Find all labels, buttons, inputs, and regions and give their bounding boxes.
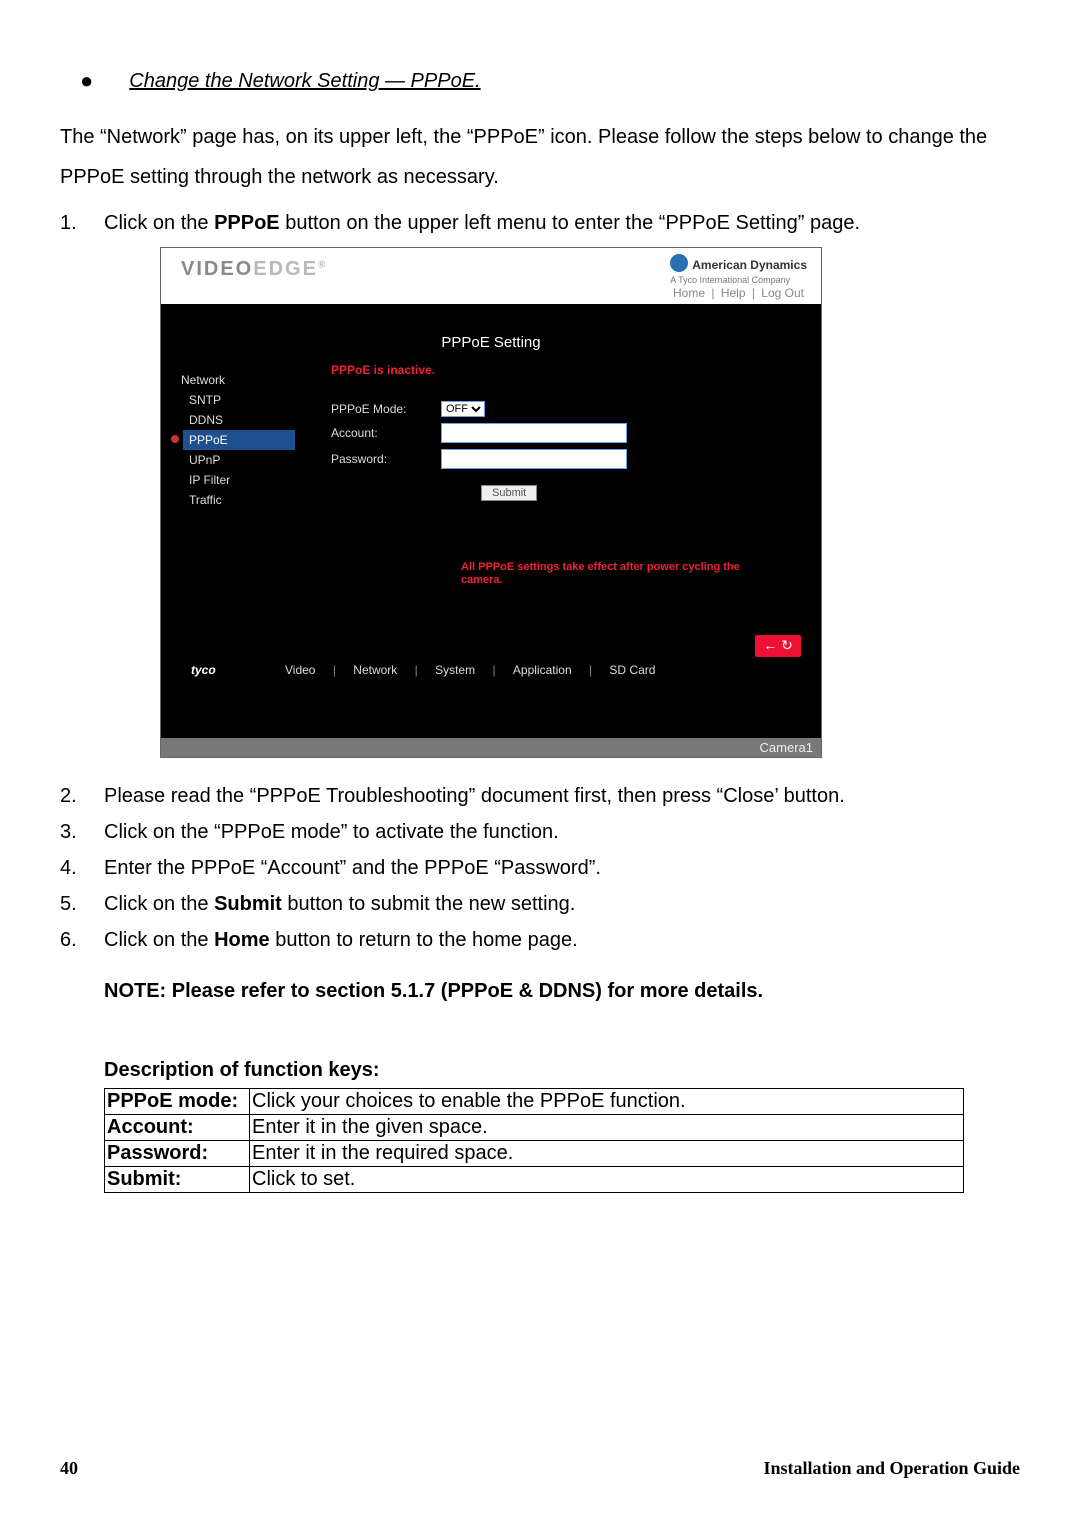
select-pppoe-mode[interactable]: OFF <box>441 401 485 417</box>
step-text: Click on the <box>104 893 214 915</box>
step-text: button to submit the new setting. <box>282 893 576 915</box>
step-text: Click on the <box>104 212 214 234</box>
fk-key: PPPoE mode: <box>105 1089 250 1115</box>
ad-sub: A Tyco International Company <box>670 275 790 285</box>
note-text: NOTE: Please refer to section 5.1.7 (PPP… <box>104 980 1020 1003</box>
fk-key: Password: <box>105 1141 250 1167</box>
row-mode: PPPoE Mode: OFF <box>331 401 821 417</box>
step-text: Enter the PPPoE “Account” and the PPPoE … <box>104 850 1020 886</box>
camera-label: Camera1 <box>161 738 821 757</box>
step-text: Click on the <box>104 929 214 951</box>
intro-paragraph: The “Network” page has, on its upper lef… <box>60 117 1020 197</box>
table-row: PPPoE mode:Click your choices to enable … <box>105 1089 964 1115</box>
label-password: Password: <box>331 452 441 466</box>
input-account[interactable] <box>441 423 627 443</box>
input-password[interactable] <box>441 449 627 469</box>
fk-key: Account: <box>105 1115 250 1141</box>
sidebar-item-upnp[interactable]: UPnP <box>175 450 295 470</box>
step-5: 5.Click on the Submit button to submit t… <box>60 886 1020 922</box>
bottom-menu: Video | Network | System | Application |… <box>271 663 669 677</box>
step-num: 5. <box>60 886 104 922</box>
brand-reg: ® <box>318 259 327 270</box>
fk-val: Click your choices to enable the PPPoE f… <box>250 1089 964 1115</box>
section-heading: ● Change the Network Setting — PPPoE. <box>60 70 1020 93</box>
sidebar-item-ipfilter[interactable]: IP Filter <box>175 470 295 490</box>
sidebar-item-ddns[interactable]: DDNS <box>175 410 295 430</box>
nav-back-refresh-icon[interactable]: ← ↻ <box>755 635 801 657</box>
tyco-logo: tyco <box>191 663 216 677</box>
sidebar: Network SNTP DDNS PPPoE UPnP IP Filter T… <box>175 370 295 510</box>
step-6: 6.Click on the Home button to return to … <box>60 922 1020 958</box>
step-1: 1. Click on the PPPoE button on the uppe… <box>60 205 1020 241</box>
step-num: 2. <box>60 778 104 814</box>
panel-title: PPPoE Setting <box>161 318 821 363</box>
step-num: 4. <box>60 850 104 886</box>
sidebar-item-pppoe[interactable]: PPPoE <box>183 430 295 450</box>
menu-application[interactable]: Application <box>513 663 572 677</box>
page-footer: 40 Installation and Operation Guide <box>60 1458 1020 1479</box>
step-bold: Home <box>214 929 270 951</box>
guide-title: Installation and Operation Guide <box>763 1458 1020 1479</box>
brand-logo: VIDEOEDGE® <box>181 258 327 281</box>
ad-name: American Dynamics <box>692 258 807 272</box>
step-text: Please read the “PPPoE Troubleshooting” … <box>104 778 1020 814</box>
step-bold: Submit <box>214 893 282 915</box>
table-row: Account:Enter it in the given space. <box>105 1115 964 1141</box>
menu-system[interactable]: System <box>435 663 475 677</box>
menu-sdcard[interactable]: SD Card <box>609 663 655 677</box>
function-key-table: PPPoE mode:Click your choices to enable … <box>104 1088 964 1193</box>
description-heading: Description of function keys: <box>104 1059 1020 1082</box>
fk-key: Submit: <box>105 1167 250 1193</box>
fk-val: Click to set. <box>250 1167 964 1193</box>
page-number: 40 <box>60 1458 78 1479</box>
warning-text: All PPPoE settings take effect after pow… <box>461 561 761 587</box>
submit-button[interactable]: Submit <box>481 485 537 501</box>
screenshot-body: PPPoE Setting Network SNTP DDNS PPPoE UP… <box>161 318 821 738</box>
brand-part: EDGE <box>253 258 318 280</box>
ad-logo-icon <box>670 254 688 272</box>
step-2: 2.Please read the “PPPoE Troubleshooting… <box>60 778 1020 814</box>
step-text: button on the upper left menu to enter t… <box>280 212 860 234</box>
row-password: Password: <box>331 449 821 469</box>
screenshot-panel: VIDEOEDGE® American Dynamics A Tyco Inte… <box>160 247 822 758</box>
step-3: 3.Click on the “PPPoE mode” to activate … <box>60 814 1020 850</box>
step-num: 1. <box>60 205 104 241</box>
screenshot-bottom-bar: ← ↻ tyco Video | Network | System | Appl… <box>161 657 821 685</box>
sidebar-item-traffic[interactable]: Traffic <box>175 490 295 510</box>
table-row: Password:Enter it in the required space. <box>105 1141 964 1167</box>
fk-val: Enter it in the required space. <box>250 1141 964 1167</box>
sidebar-item-sntp[interactable]: SNTP <box>175 390 295 410</box>
menu-video[interactable]: Video <box>285 663 315 677</box>
label-account: Account: <box>331 426 441 440</box>
home-link[interactable]: Home <box>673 286 705 300</box>
step-num: 6. <box>60 922 104 958</box>
help-link[interactable]: Help <box>721 286 746 300</box>
menu-network[interactable]: Network <box>353 663 397 677</box>
top-links: Home | Help | Log Out <box>670 286 807 300</box>
brand-part: VIDEO <box>181 258 253 280</box>
step-num: 3. <box>60 814 104 850</box>
sidebar-item-network[interactable]: Network <box>175 370 295 390</box>
row-account: Account: <box>331 423 821 443</box>
status-inactive: PPPoE is inactive. <box>331 363 821 377</box>
bullet-icon: ● <box>80 70 93 92</box>
form-area: PPPoE is inactive. PPPoE Mode: OFF Accou… <box>331 363 821 587</box>
table-row: Submit:Click to set. <box>105 1167 964 1193</box>
submit-wrap: Submit <box>481 483 821 501</box>
screenshot-header: VIDEOEDGE® American Dynamics A Tyco Inte… <box>161 248 821 304</box>
brand-right: American Dynamics A Tyco International C… <box>670 251 807 286</box>
step-text: Click on the “PPPoE mode” to activate th… <box>104 814 1020 850</box>
step-bold: PPPoE <box>214 212 280 234</box>
heading-text: Change the Network Setting — PPPoE. <box>129 70 480 93</box>
separator-bar <box>161 304 821 318</box>
step-text: button to return to the home page. <box>270 929 578 951</box>
logout-link[interactable]: Log Out <box>761 286 804 300</box>
label-mode: PPPoE Mode: <box>331 402 441 416</box>
step-4: 4.Enter the PPPoE “Account” and the PPPo… <box>60 850 1020 886</box>
fk-val: Enter it in the given space. <box>250 1115 964 1141</box>
